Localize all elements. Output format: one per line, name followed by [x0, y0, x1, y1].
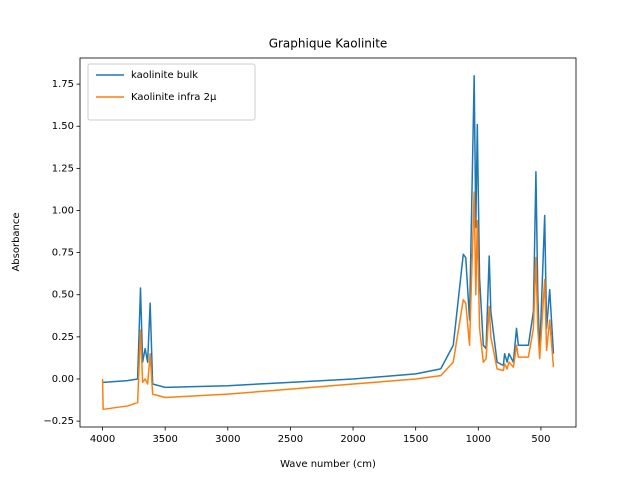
legend-label: Kaolinite infra 2µ [131, 92, 217, 103]
axes-frame [79, 57, 577, 428]
data-line [102, 74, 555, 389]
y-tick-label: 1.75 [52, 79, 74, 90]
x-tick-label: 4000 [90, 434, 115, 445]
x-tick-label: 1500 [403, 434, 428, 445]
chart-title: Graphique Kaolinite [269, 37, 388, 51]
x-tick-label: 2500 [278, 434, 303, 445]
y-tick-label: 1.25 [52, 163, 74, 174]
x-axis-label: Wave number (cm) [280, 459, 376, 470]
x-tick-label: 3500 [152, 434, 177, 445]
y-axis-label: Absorbance [11, 212, 22, 271]
y-tick-label: 0.75 [52, 248, 74, 259]
x-tick-label: 500 [531, 434, 550, 445]
x-tick-label: 2000 [340, 434, 365, 445]
x-tick-label: 1000 [466, 434, 491, 445]
legend-label: kaolinite bulk [131, 70, 198, 81]
x-tick-label: 3000 [215, 434, 240, 445]
legend-box [87, 63, 256, 121]
y-tick-label: 1.50 [52, 121, 74, 132]
y-tick-label: 0.50 [52, 290, 74, 301]
y-tick-label: −0.25 [43, 416, 74, 427]
y-tick-label: 1.00 [52, 205, 74, 216]
y-tick-label: 0.25 [52, 332, 74, 343]
data-line [101, 191, 555, 411]
y-tick-label: 0.00 [52, 374, 74, 385]
